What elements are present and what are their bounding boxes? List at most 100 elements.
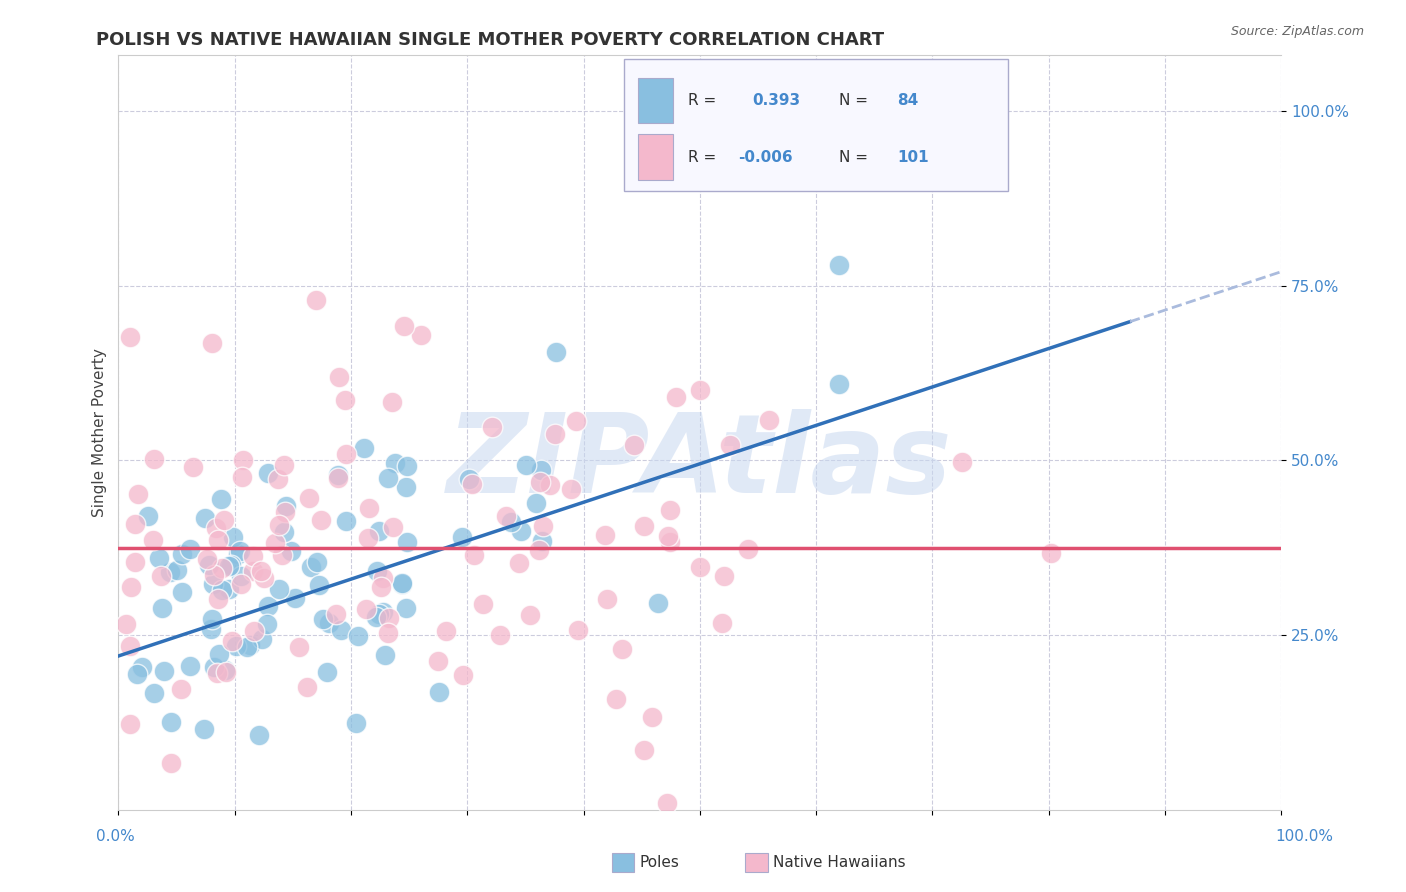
Point [367,607,389,621]
Point [329,623,352,637]
Point [311,612,333,626]
Point [335,514,357,528]
Point [148,551,170,566]
Text: N =: N = [839,93,869,108]
Point [633,742,655,756]
Point [531,518,554,533]
Point [120,717,142,731]
Point [170,548,193,562]
Point [560,482,582,496]
Point [374,648,396,662]
Point [647,596,669,610]
Point [396,458,419,473]
Point [242,624,264,639]
Point [308,578,330,592]
Point [214,665,236,680]
Point [325,607,347,622]
Text: ZIPAtlas: ZIPAtlas [447,409,952,516]
Point [252,632,274,647]
Point [115,617,138,632]
Point [269,518,291,533]
Point [530,533,553,548]
Text: R =: R = [688,93,717,108]
Point [193,722,215,736]
Point [231,577,253,591]
Point [263,535,285,549]
Point [200,612,222,626]
Point [169,682,191,697]
Point [131,660,153,674]
Point [713,568,735,582]
Point [142,533,165,548]
Point [510,524,533,538]
Point [201,335,224,350]
Point [299,560,322,574]
Point [202,577,225,591]
Point [758,413,780,427]
Point [159,756,181,770]
Point [371,605,394,619]
Point [392,318,415,333]
Text: 100.0%: 100.0% [1275,830,1333,844]
Point [256,616,278,631]
Point [658,534,681,549]
Point [214,664,236,678]
Point [495,508,517,523]
Point [596,592,619,607]
Point [335,393,357,408]
Point [305,555,328,569]
Point [205,665,228,680]
FancyBboxPatch shape [638,135,673,179]
Point [524,496,547,510]
Point [288,640,311,655]
Point [357,500,380,515]
Point [212,513,235,527]
Point [309,513,332,527]
Point [544,427,567,442]
Point [218,582,240,596]
Point [239,638,262,652]
Point [197,558,219,572]
Text: R =: R = [688,150,717,164]
Point [280,544,302,558]
Point [605,691,627,706]
Point [211,582,233,597]
Point [395,480,418,494]
Point [665,391,688,405]
Point [460,476,482,491]
Point [267,472,290,486]
Point [229,543,252,558]
Point [120,580,142,594]
Point [274,499,297,513]
Point [267,582,290,596]
Point [395,600,418,615]
Text: POLISH VS NATIVE HAWAIIAN SINGLE MOTHER POVERTY CORRELATION CHART: POLISH VS NATIVE HAWAIIAN SINGLE MOTHER … [96,31,884,49]
Point [328,471,350,485]
Point [347,629,370,643]
Point [377,471,399,485]
Point [153,664,176,678]
Point [249,564,271,578]
Point [159,566,181,580]
Point [222,530,245,544]
Point [297,680,319,694]
Point [150,601,173,615]
Point [950,455,973,469]
Point [160,715,183,730]
FancyBboxPatch shape [624,59,1008,191]
Point [623,438,645,452]
Point [125,667,148,681]
Point [366,564,388,578]
Point [344,716,367,731]
Text: Source: ZipAtlas.com: Source: ZipAtlas.com [1230,25,1364,38]
Point [377,611,399,625]
Point [252,571,274,585]
Point [200,622,222,636]
Point [657,529,679,543]
Point [353,441,375,455]
Point [565,414,588,428]
Point [257,466,280,480]
Point [242,564,264,578]
Point [436,624,458,638]
Point [183,459,205,474]
